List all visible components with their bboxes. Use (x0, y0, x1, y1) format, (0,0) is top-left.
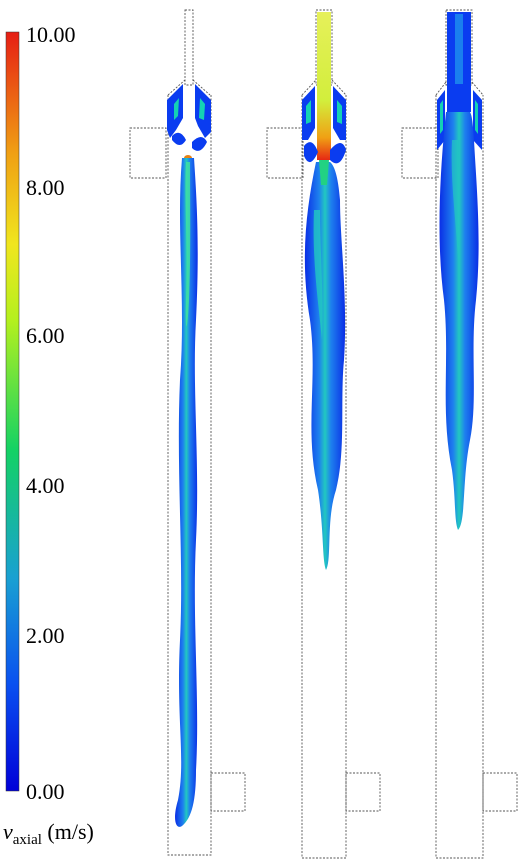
domain-outline (129, 9, 246, 856)
colorbar-tick-label: 2.00 (26, 623, 65, 648)
inlet-pipe-flow (317, 12, 331, 160)
jet-core-highlight (185, 162, 191, 327)
jet-core-highlight (451, 140, 459, 260)
jet-core-highlight (319, 160, 329, 185)
colorbar-title: vaxial (m/s) (3, 819, 94, 848)
colorbar-title-unit: (m/s) (42, 819, 94, 844)
velocity-jet (175, 158, 198, 827)
colorbar-title-subscript: axial (13, 832, 42, 848)
panel-left (129, 9, 246, 856)
colorbar-tick-label: 0.00 (26, 779, 65, 804)
colorbar-tick-label: 4.00 (26, 473, 65, 498)
jet-core-highlight (313, 210, 323, 340)
colorbar-title-symbol: v (3, 819, 13, 844)
colorbar-gradient (5, 31, 20, 792)
inlet-swirl-vanes (437, 90, 482, 150)
inlet-swirl-vanes (302, 86, 346, 164)
panel-middle (266, 9, 381, 859)
inlet-pipe-core (455, 14, 463, 84)
colorbar-tick-label: 8.00 (26, 175, 65, 200)
panel-right (401, 9, 518, 859)
velocity-jet (304, 162, 346, 570)
inlet-swirl-vanes (167, 84, 211, 161)
colorbar: 10.00 8.00 6.00 4.00 2.00 0.00 vaxial (m… (3, 22, 94, 848)
colorbar-tick-label: 10.00 (26, 22, 76, 47)
velocity-jet (439, 112, 479, 530)
colorbar-tick-label: 6.00 (26, 323, 65, 348)
